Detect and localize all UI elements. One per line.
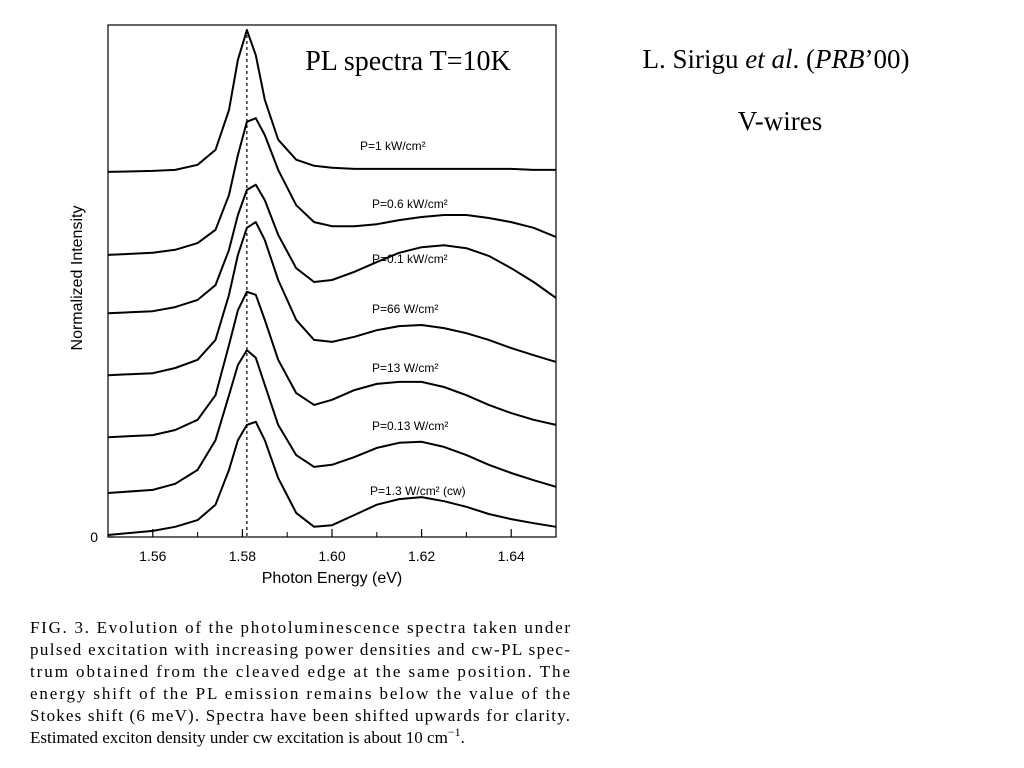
caption-sup: −1 xyxy=(448,725,461,739)
chart-title: PL spectra T=10K xyxy=(305,46,511,77)
spectrum-line xyxy=(107,420,557,536)
caption-end: . xyxy=(461,728,465,747)
author: L. Sirigu xyxy=(643,44,746,74)
x-tick-label: 1.62 xyxy=(408,548,435,564)
series-label: P=13 W/cm² xyxy=(372,361,438,375)
spectrum-line xyxy=(107,117,557,256)
x-axis-label: Photon Energy (eV) xyxy=(262,570,403,587)
spectrum-line xyxy=(107,221,557,377)
x-tick-label: 1.60 xyxy=(318,548,345,564)
spectrum-line xyxy=(107,349,557,494)
citation-mid: . ( xyxy=(793,44,816,74)
x-tick-label: 1.58 xyxy=(229,548,256,564)
citation: L. Sirigu et al. (PRB’00) xyxy=(643,44,910,74)
caption-line: FIG. 3. Evolution of the photoluminescen… xyxy=(30,618,570,637)
series-label: P=0.13 W/cm² xyxy=(372,419,448,433)
spectrum-line xyxy=(107,290,557,439)
caption-line: energy shift of the PL emission remains … xyxy=(30,684,570,703)
year: ’00) xyxy=(865,44,910,74)
caption-line: Stokes shift (6 meV). Spectra have been … xyxy=(30,706,570,725)
series-label: P=0.1 kW/cm² xyxy=(372,252,448,266)
series-label: P=0.6 kW/cm² xyxy=(372,197,448,211)
et-al: et al xyxy=(745,44,792,74)
caption-line: pulsed excitation with increasing power … xyxy=(30,640,570,659)
caption-text: Estimated exciton density under cw excit… xyxy=(30,728,448,747)
caption-line: trum obtained from the cleaved edge at t… xyxy=(30,662,570,681)
spectrum-line xyxy=(107,29,556,173)
x-tick-label: 1.56 xyxy=(139,548,166,564)
series-label: P=1.3 W/cm² (cw) xyxy=(370,484,466,498)
journal: PRB xyxy=(814,44,864,74)
y-tick-label: 0 xyxy=(90,529,98,545)
spectrum-line xyxy=(107,183,557,315)
caption-last-line: Estimated exciton density under cw excit… xyxy=(30,725,465,747)
x-tick-label: 1.64 xyxy=(498,548,525,564)
series-label: P=66 W/cm² xyxy=(372,302,438,316)
y-axis-label: Normalized Intensity xyxy=(69,206,86,351)
series-label: P=1 kW/cm² xyxy=(360,139,426,153)
subtitle: V-wires xyxy=(738,106,823,136)
